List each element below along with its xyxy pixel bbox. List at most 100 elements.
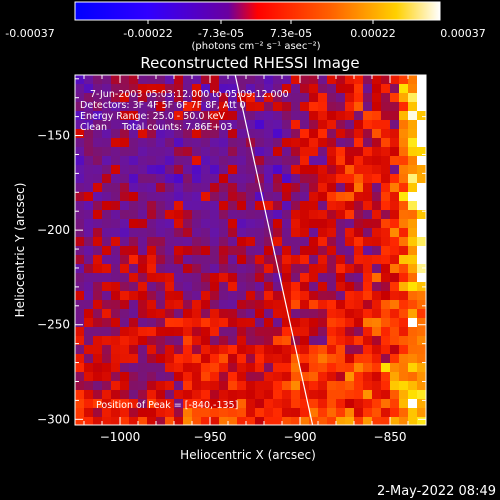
heatmap-cell [138, 183, 148, 193]
heatmap-cell [381, 381, 391, 391]
heatmap-cell [426, 147, 436, 157]
heatmap-cell [201, 345, 211, 355]
heatmap-cell [273, 147, 283, 157]
heatmap-cell [174, 255, 184, 265]
heatmap-cell [273, 201, 283, 211]
heatmap-cell [138, 300, 148, 310]
heatmap-cell [426, 192, 436, 202]
heatmap-cell [219, 93, 229, 103]
heatmap-cell [147, 336, 157, 346]
heatmap-cell [345, 174, 355, 184]
heatmap-cell [273, 75, 283, 85]
heatmap-cell [84, 363, 94, 373]
heatmap-cell [363, 345, 373, 355]
heatmap-cell [75, 390, 85, 400]
heatmap-cell [291, 174, 301, 184]
heatmap-cell [174, 174, 184, 184]
x-tick-label: −950 [194, 430, 227, 444]
heatmap-cell [327, 156, 337, 166]
heatmap-cell [192, 255, 202, 265]
heatmap-cell [264, 399, 274, 409]
heatmap-cell [246, 102, 256, 112]
heatmap-cell [84, 318, 94, 328]
heatmap-cell [138, 84, 148, 94]
heatmap-cell [93, 138, 103, 148]
heatmap-cell [300, 354, 310, 364]
heatmap-cell [354, 381, 364, 391]
heatmap-cell [219, 300, 229, 310]
heatmap-cell [354, 309, 364, 319]
heatmap-cell [309, 408, 319, 418]
heatmap-cell [183, 264, 193, 274]
heatmap-cell [129, 138, 139, 148]
heatmap-cell [210, 345, 220, 355]
heatmap-cell [282, 372, 292, 382]
heatmap-cell [120, 210, 130, 220]
heatmap-cell [174, 192, 184, 202]
heatmap-cell [84, 291, 94, 301]
heatmap-cell [129, 372, 139, 382]
heatmap-cell [102, 120, 112, 130]
heatmap-cell [219, 390, 229, 400]
heatmap-cell [426, 174, 436, 184]
heatmap-cell [318, 138, 328, 148]
heatmap-cell [129, 237, 139, 247]
heatmap-cell [228, 219, 238, 229]
heatmap-cell [138, 354, 148, 364]
heatmap-cell [210, 201, 220, 211]
heatmap-cell [129, 192, 139, 202]
heatmap-cell [327, 309, 337, 319]
heatmap-cell [111, 417, 121, 425]
heatmap-cell [417, 354, 426, 364]
heatmap-cell [309, 417, 319, 425]
heatmap-cell [210, 219, 220, 229]
heatmap-cell [183, 228, 193, 238]
heatmap-cell [219, 246, 229, 256]
heatmap-cell [255, 381, 265, 391]
heatmap-cell [147, 381, 157, 391]
heatmap-cell [192, 282, 202, 292]
heatmap-cell [174, 84, 184, 94]
heatmap-cell [102, 201, 112, 211]
heatmap-cell [111, 237, 121, 247]
heatmap-cell [372, 174, 382, 184]
heatmap-cell [102, 156, 112, 166]
heatmap-cell [291, 264, 301, 274]
heatmap-cell [102, 336, 112, 346]
heatmap-cell [120, 183, 130, 193]
heatmap-cell [399, 264, 409, 274]
heatmap-cell [282, 210, 292, 220]
heatmap-cell [282, 327, 292, 337]
heatmap-cell [372, 129, 382, 139]
heatmap-cell [363, 147, 373, 157]
heatmap-cell [237, 93, 247, 103]
heatmap-cell [165, 273, 175, 283]
heatmap-cell [282, 192, 292, 202]
heatmap-cell [327, 417, 337, 425]
heatmap-cell [327, 264, 337, 274]
heatmap-cell [120, 237, 130, 247]
heatmap-cell [228, 147, 238, 157]
heatmap-cell [156, 192, 166, 202]
heatmap-cell [201, 237, 211, 247]
heatmap-cell [246, 300, 256, 310]
heatmap-cell [129, 102, 139, 112]
heatmap-cell [408, 318, 418, 328]
heatmap-cell [111, 129, 121, 139]
heatmap-cell [84, 156, 94, 166]
heatmap-cell [111, 327, 121, 337]
heatmap-cell [336, 219, 346, 229]
heatmap-cell [309, 192, 319, 202]
heatmap-cell [327, 75, 337, 85]
heatmap-cell [408, 183, 418, 193]
heatmap-cell [183, 372, 193, 382]
heatmap-cell [174, 183, 184, 193]
heatmap-cell [165, 372, 175, 382]
heatmap-cell [165, 228, 175, 238]
heatmap-cell [156, 336, 166, 346]
heatmap-cell [300, 291, 310, 301]
heatmap-cell [93, 381, 103, 391]
heatmap-cell [372, 417, 382, 425]
heatmap-cell [345, 138, 355, 148]
heatmap-cell [273, 183, 283, 193]
